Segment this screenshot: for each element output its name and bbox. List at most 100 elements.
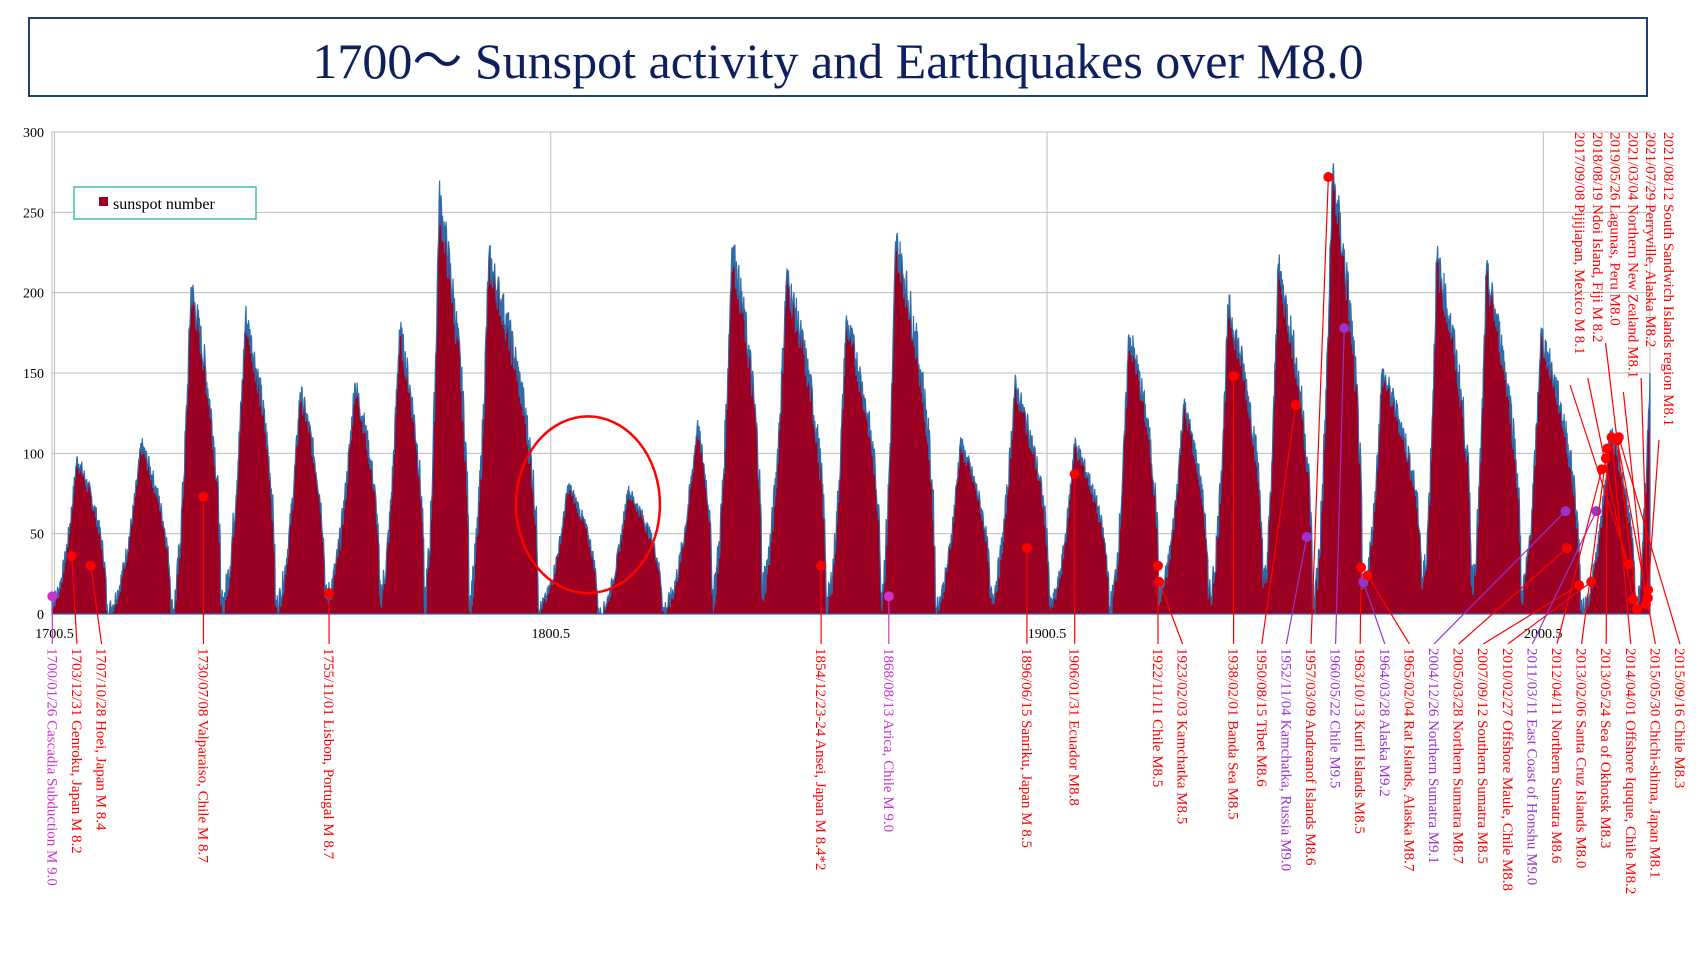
earthquake-leader-line [1647, 439, 1660, 590]
earthquake-leader-line [1640, 377, 1649, 598]
y-tick-label: 250 [23, 206, 44, 221]
earthquake-label: 2012/04/11 Northern Sumatra M8.6 [1548, 648, 1564, 864]
earthquake-label: 2014/04/01 Offshore Iquque, Chile M8.2 [1622, 648, 1638, 894]
earthquake-label: 1964/03/28 Alaska M9.2 [1376, 648, 1392, 797]
earthquake-leader-line [1507, 581, 1592, 645]
y-tick-label: 50 [30, 528, 44, 543]
earthquake-marker [1339, 323, 1350, 334]
sunspot-area [51, 163, 1651, 616]
earthquake-label: 2007/09/12 Southern Sumatra M8.5 [1474, 648, 1490, 864]
earthquake-label: 1896/06/15 Sanriku, Japan M 8.5 [1018, 648, 1034, 848]
earthquake-label: 1963/10/13 Kuril Islands M8.5 [1351, 648, 1367, 834]
earthquake-leader-line [1310, 176, 1329, 645]
earthquake-label: 2017/09/08 Pijijiapan, Mexico M 8.1 [1571, 132, 1587, 355]
earthquake-leader-line [1556, 469, 1603, 645]
earthquake-label: 2019/05/26 Lagunas, Peru M8.0 [1607, 132, 1623, 326]
earthquake-leader-line [1618, 437, 1681, 645]
x-tick-label: 1900.5 [1028, 627, 1067, 642]
earthquake-leader-line [1367, 575, 1410, 645]
earthquake-label: 2021/08/12 South Sandwich Islands region… [1660, 132, 1676, 426]
x-tick-label: 2000.5 [1524, 627, 1563, 642]
earthquake-marker [1021, 543, 1032, 554]
earthquake-marker [816, 560, 827, 571]
earthquake-label: 2013/05/24 Sea of Okhotsk M8.3 [1597, 648, 1613, 848]
earthquake-marker [1600, 453, 1611, 464]
earthquake-marker [1640, 599, 1651, 610]
y-tick-label: 200 [23, 287, 44, 302]
x-tick-label: 1700.5 [35, 627, 74, 642]
earthquake-label: 1957/03/09 Andreanof Islands M8.6 [1302, 648, 1318, 866]
earthquake-label: 2011/03/11 East Coast of Honshu M9.0 [1523, 648, 1539, 885]
earthquake-marker [1362, 570, 1373, 581]
earthquake-marker [1154, 576, 1165, 587]
earthquake-label: 1965/02/04 Rat Islands, Alaska M8.7 [1400, 648, 1416, 872]
earthquake-marker [883, 591, 894, 602]
earthquake-leader-line [1362, 581, 1386, 645]
earthquake-marker [1290, 400, 1301, 411]
earthquake-leader-line [1482, 584, 1580, 645]
earthquake-marker [66, 551, 77, 562]
earthquake-label: 1923/02/03 Kamchatka M8.5 [1174, 648, 1190, 824]
earthquake-leader-line [1335, 327, 1345, 645]
earthquake-marker [324, 588, 335, 599]
earthquake-leader-line [90, 565, 103, 645]
earthquake-marker [1632, 604, 1643, 615]
y-tick-label: 300 [23, 126, 44, 141]
earthquake-label: 1952/11/04 Kamchatka, Russia M9.0 [1277, 648, 1293, 871]
earthquake-label: 2010/02/27 Offshore Maule, Chile M8.8 [1499, 648, 1515, 891]
earthquake-label: 1700/01/26 Cascadia Subduction M 9.0 [43, 648, 59, 886]
earthquake-label: 2021/07/29 Perryville, Alaska M8.2 [1642, 132, 1658, 347]
earthquake-label: 1960/05/22 Chile M9.5 [1327, 648, 1343, 788]
legend: sunspot number [73, 186, 257, 220]
legend-swatch [99, 197, 108, 206]
earthquake-label: 2021/03/04 Northern New Zealand M8.1 [1624, 132, 1640, 378]
earthquake-marker [1323, 171, 1334, 182]
earthquake-label: 1922/11/11 Chile M8.5 [1149, 648, 1165, 787]
earthquake-leader-line [1622, 391, 1647, 605]
earthquake-layer: 1700/01/26 Cascadia Subduction M 9.0 1703… [43, 132, 1687, 894]
earthquake-marker [1602, 443, 1613, 454]
y-tick-label: 0 [37, 608, 44, 623]
y-tick-label: 150 [23, 367, 44, 382]
earthquake-label: 1755/11/01 Lisbon, Portugal M 8.7 [320, 648, 336, 860]
earthquake-label: 1868/08/13 Arica, Chile M 9.0 [880, 648, 896, 832]
earthquake-marker [1586, 576, 1597, 587]
earthquake-label: 1703/12/31 Genroku, Japan M 8.2 [68, 648, 84, 854]
earthquake-leader-line [1261, 405, 1297, 645]
earthquake-leader-line [1605, 448, 1608, 645]
earthquake-leader-line [1616, 440, 1656, 645]
earthquake-label: 2018/08/19 Ndoi Island, Fiji M 8.2 [1589, 132, 1605, 342]
earthquake-label: 1938/02/01 Banda Sea M8.5 [1225, 648, 1241, 820]
earthquake-label: 2013/02/06 Santa Cruz Islands M8.0 [1573, 648, 1589, 868]
earthquake-marker [1613, 432, 1624, 443]
earthquake-leader-line [1433, 510, 1566, 645]
earthquake-label: 1906/01/31 Ecuador M8.8 [1066, 648, 1082, 806]
earthquake-label: 1950/08/15 Tibet M8.6 [1253, 648, 1269, 787]
earthquake-leader-line [1581, 458, 1607, 645]
earthquake-label: 2004/12/26 Northern Sumatra M9.1 [1425, 648, 1441, 864]
earthquake-label: 2005/03/28 Northern Sumatra M8.7 [1450, 648, 1466, 864]
earthquake-leader-line [1158, 581, 1184, 645]
chart-title: 1700～ Sunspot activity and Earthquakes o… [312, 33, 1364, 89]
earthquake-marker [1228, 371, 1239, 382]
earthquake-label: 1730/07/08 Valparaiso, Chile M 8.7 [194, 648, 210, 863]
earthquake-marker [198, 491, 209, 502]
earthquake-marker [47, 591, 58, 602]
earthquake-marker [1628, 594, 1639, 605]
earthquake-label: 2015/09/16 Chile M8.3 [1671, 648, 1687, 788]
earthquake-marker [85, 560, 96, 571]
earthquake-leader-line [1569, 384, 1630, 565]
earthquake-marker [1152, 560, 1163, 571]
y-tick-label: 100 [23, 447, 44, 462]
axis-layer: 0 50 100 150 200 250 300 1700.5 1800.5 1900.5 2000… [23, 126, 1563, 642]
annotation-circle [514, 415, 662, 595]
earthquake-marker [1574, 580, 1585, 591]
earthquake-marker [1301, 531, 1312, 542]
earthquake-marker [1560, 506, 1571, 517]
x-tick-label: 1800.5 [532, 627, 571, 642]
earthquake-marker [1356, 562, 1367, 573]
legend-label: sunspot number [113, 196, 215, 213]
earthquake-marker [1561, 543, 1572, 554]
earthquake-label: 1854/12/23-24 Ansei, Japan M 8.4*2 [812, 648, 828, 871]
